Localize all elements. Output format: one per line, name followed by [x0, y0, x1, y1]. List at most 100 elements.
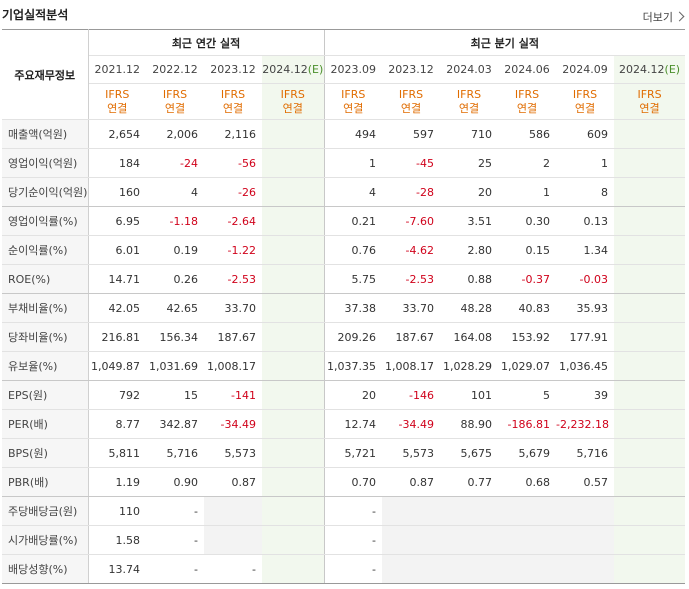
table-row: 영업이익률(%) 6.95 -1.18 -2.64 0.21 -7.60 3.51 0.30 0… — [2, 206, 686, 236]
period-header: 2023.09 — [323, 55, 383, 84]
table-cell: 8.77 — [88, 409, 146, 439]
table-cell: 33.70 — [382, 293, 441, 323]
basis-line2: 연결 — [458, 101, 480, 115]
basis-line1: IFRS — [162, 87, 188, 101]
financial-table: 주요재무정보 최근 연간 실적 최근 분기 실적 2021.12 2022.12 2… — [2, 29, 686, 584]
table-cell — [614, 409, 686, 439]
table-cell: 35.93 — [556, 293, 615, 323]
table-cell: -4.62 — [382, 235, 441, 265]
table-cell: 88.90 — [440, 409, 499, 439]
table-cell — [382, 496, 441, 526]
table-cell: 37.38 — [323, 293, 383, 323]
table-cell: 110 — [88, 496, 146, 526]
row-label: 매출액(억원) — [2, 119, 89, 149]
table-cell — [614, 380, 686, 410]
basis-header: IFRS 연결 — [382, 83, 441, 120]
table-cell: - — [146, 554, 204, 584]
table-row: 주당배당금(원) 110- - — [2, 496, 686, 526]
period-header-estimate: 2024.12(E) — [614, 55, 686, 84]
table-cell: 25 — [440, 148, 499, 178]
table-cell: 40.83 — [498, 293, 557, 323]
table-cell: 5,716 — [146, 438, 204, 468]
table-cell: 209.26 — [323, 322, 383, 352]
table-cell: 153.92 — [498, 322, 557, 352]
table-cell: 3.51 — [440, 206, 499, 236]
row-label: 당기순이익(억원) — [2, 177, 89, 207]
basis-line1: IFRS — [514, 87, 540, 101]
basis-line2: 연결 — [164, 101, 186, 115]
table-cell: 586 — [498, 119, 557, 149]
row-label: 주당배당금(원) — [2, 496, 89, 526]
basis-line2: 연결 — [639, 101, 660, 115]
table-cell: 1.34 — [556, 235, 615, 265]
table-cell: 494 — [323, 119, 383, 149]
table-row: 당좌비율(%) 216.81 156.34 187.67 209.26 187.67 164… — [2, 322, 686, 352]
basis-line2: 연결 — [222, 101, 244, 115]
table-cell: -186.81 — [498, 409, 557, 439]
basis-line2: 연결 — [343, 101, 364, 115]
table-cell: 1 — [556, 148, 615, 178]
table-cell: 6.01 — [88, 235, 146, 265]
table-cell: 184 — [88, 148, 146, 178]
table-cell: 609 — [556, 119, 615, 149]
basis-header: IFRS 연결 — [262, 83, 325, 120]
table-cell: - — [323, 496, 383, 526]
table-row: 배당성향(%) 13.74- - - — [2, 554, 686, 584]
table-cell: 6.95 — [88, 206, 146, 236]
table-cell: 4 — [323, 177, 383, 207]
table-cell: 39 — [556, 380, 615, 410]
table-cell: -141 — [204, 380, 262, 410]
table-row: EPS(원) 792 15 -141 20 -146 101 5 39 — [2, 380, 686, 410]
row-label: 부채비율(%) — [2, 293, 89, 323]
table-cell — [262, 293, 325, 323]
quarter-group-header: 최근 분기 실적 — [323, 29, 686, 56]
table-cell: 187.67 — [382, 322, 441, 352]
period-header: 2024.09 — [556, 55, 615, 84]
table-cell: 164.08 — [440, 322, 499, 352]
table-cell: 160 — [88, 177, 146, 207]
row-label: PBR(배) — [2, 467, 89, 497]
table-cell — [556, 554, 615, 584]
table-cell — [204, 525, 262, 555]
table-cell: 15 — [146, 380, 204, 410]
table-cell: -34.49 — [204, 409, 262, 439]
table-cell: 5 — [498, 380, 557, 410]
table-row: 부채비율(%) 42.05 42.65 33.70 37.38 33.70 48.28 40.… — [2, 293, 686, 323]
table-cell: 1,029.07 — [498, 351, 557, 381]
table-cell: 1.19 — [88, 467, 146, 497]
basis-header: IFRS 연결 — [88, 83, 146, 120]
table-cell — [440, 496, 499, 526]
table-cell: 0.21 — [323, 206, 383, 236]
table-cell: -45 — [382, 148, 441, 178]
more-link[interactable]: 더보기 — [643, 9, 685, 25]
period-header: 2024.03 — [440, 55, 499, 84]
table-cell — [614, 235, 686, 265]
table-cell: 48.28 — [440, 293, 499, 323]
table-cell: 2 — [498, 148, 557, 178]
row-header-label: 주요재무정보 — [2, 29, 89, 120]
table-cell: 5.75 — [323, 264, 383, 294]
table-cell — [614, 467, 686, 497]
estimate-mark: (E) — [664, 63, 681, 76]
row-label: 유보율(%) — [2, 351, 89, 381]
table-cell: 0.88 — [440, 264, 499, 294]
table-cell: 1,031.69 — [146, 351, 204, 381]
basis-line2: 연결 — [107, 101, 128, 115]
table-cell: -2.53 — [382, 264, 441, 294]
period-header: 2023.12 — [382, 55, 441, 84]
estimate-period: 2024.12 — [619, 63, 665, 76]
table-cell: 2.80 — [440, 235, 499, 265]
table-cell: 0.15 — [498, 235, 557, 265]
table-cell — [262, 554, 325, 584]
table-row: ROE(%) 14.71 0.26 -2.53 5.75 -2.53 0.88 -0.37 -0… — [2, 264, 686, 294]
table-cell: 5,811 — [88, 438, 146, 468]
table-cell: -2.53 — [204, 264, 262, 294]
basis-line2: 연결 — [282, 101, 303, 115]
table-cell: - — [323, 525, 383, 555]
table-cell: -34.49 — [382, 409, 441, 439]
table-cell — [262, 496, 325, 526]
table-cell: -2,232.18 — [556, 409, 615, 439]
table-cell: 20 — [440, 177, 499, 207]
table-cell — [614, 293, 686, 323]
table-cell — [262, 438, 325, 468]
